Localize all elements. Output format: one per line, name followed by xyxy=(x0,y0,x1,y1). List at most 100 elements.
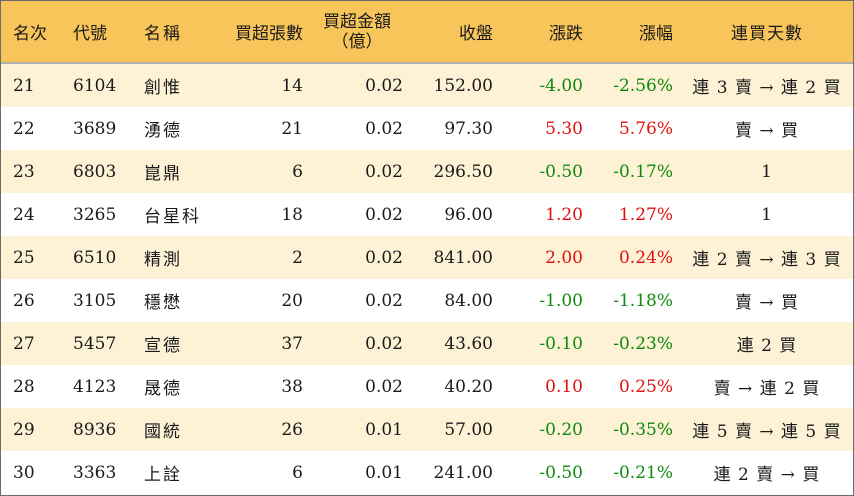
table-row[interactable]: 22 3689 湧德 21 0.02 97.30 5.30 5.76% 賣 → 買 xyxy=(1,107,853,150)
cell-streak: 賣 → 買 xyxy=(734,121,800,141)
cell-change: -0.20 xyxy=(539,419,583,440)
cell-close: 96.00 xyxy=(444,204,493,225)
cell-code: 5457 xyxy=(73,333,117,354)
cell-change-pct: -1.18% xyxy=(613,290,673,311)
table-row[interactable]: 28 4123 晟德 38 0.02 40.20 0.10 0.25% 賣 → 連 2 買 xyxy=(1,365,853,408)
cell-change-pct: -0.35% xyxy=(613,419,673,440)
cell-streak: 賣 → 買 xyxy=(734,293,800,313)
header-rank: 名次 xyxy=(13,24,47,44)
cell-code: 8936 xyxy=(73,419,117,440)
table-row[interactable]: 23 6803 崑鼎 6 0.02 296.50 -0.50 -0.17% 1 xyxy=(1,150,853,193)
cell-code: 3689 xyxy=(73,118,117,139)
cell-net-buy-amount: 0.02 xyxy=(365,376,403,397)
cell-net-buy-lots: 6 xyxy=(292,462,303,483)
header-code: 代號 xyxy=(73,24,107,44)
cell-change: -0.10 xyxy=(539,333,583,354)
cell-close: 57.00 xyxy=(444,419,493,440)
cell-streak: 1 xyxy=(761,204,773,225)
cell-net-buy-amount: 0.02 xyxy=(365,161,403,182)
cell-change: 2.00 xyxy=(545,247,583,268)
cell-rank: 25 xyxy=(13,247,35,268)
cell-name: 湧德 xyxy=(144,121,182,141)
cell-change-pct: -0.21% xyxy=(613,462,673,483)
cell-streak: 連 2 賣 → 買 xyxy=(713,465,821,485)
cell-change: 0.10 xyxy=(545,376,583,397)
cell-streak: 1 xyxy=(761,161,773,182)
cell-streak: 連 2 賣 → 連 3 買 xyxy=(692,250,842,270)
cell-net-buy-amount: 0.02 xyxy=(365,247,403,268)
cell-name: 崑鼎 xyxy=(144,164,182,184)
cell-rank: 22 xyxy=(13,118,35,139)
cell-close: 241.00 xyxy=(433,462,493,483)
cell-streak: 賣 → 連 2 買 xyxy=(713,379,821,399)
cell-code: 4123 xyxy=(73,376,117,397)
cell-code: 6803 xyxy=(73,161,117,182)
cell-close: 152.00 xyxy=(433,75,493,96)
cell-change-pct: -2.56% xyxy=(613,75,673,96)
header-net-buy-amount-unit: （億） xyxy=(331,31,383,52)
cell-rank: 28 xyxy=(13,376,35,397)
cell-change-pct: 0.24% xyxy=(618,247,673,268)
cell-net-buy-amount: 0.02 xyxy=(365,204,403,225)
cell-net-buy-amount: 0.01 xyxy=(365,462,403,483)
cell-name: 上詮 xyxy=(144,465,182,485)
cell-close: 40.20 xyxy=(444,376,493,397)
header-close: 收盤 xyxy=(459,24,493,44)
cell-name: 台星科 xyxy=(144,207,201,227)
cell-name: 國統 xyxy=(144,422,182,442)
cell-net-buy-amount: 0.02 xyxy=(365,290,403,311)
table-row[interactable]: 24 3265 台星科 18 0.02 96.00 1.20 1.27% 1 xyxy=(1,193,853,236)
cell-rank: 26 xyxy=(13,290,35,311)
cell-net-buy-lots: 18 xyxy=(281,204,303,225)
header-change: 漲跌 xyxy=(549,24,583,44)
cell-net-buy-lots: 26 xyxy=(281,419,303,440)
cell-name: 精測 xyxy=(144,250,182,270)
table-row[interactable]: 27 5457 宣德 37 0.02 43.60 -0.10 -0.23% 連 2 買 xyxy=(1,322,853,365)
cell-close: 296.50 xyxy=(433,161,493,182)
cell-rank: 30 xyxy=(13,462,35,483)
cell-net-buy-lots: 2 xyxy=(292,247,303,268)
cell-change: 1.20 xyxy=(545,204,583,225)
cell-close: 841.00 xyxy=(433,247,493,268)
cell-code: 3105 xyxy=(73,290,117,311)
header-net-buy-amount: 買超金額 （億） xyxy=(311,1,403,62)
table-row[interactable]: 21 6104 創惟 14 0.02 152.00 -4.00 -2.56% 連 3 賣 → 連… xyxy=(1,64,853,107)
cell-name: 創惟 xyxy=(144,78,182,98)
table-row[interactable]: 30 3363 上詮 6 0.01 241.00 -0.50 -0.21% 連 2 賣 → 買 xyxy=(1,451,853,494)
table-header: 名次 代號 名稱 買超張數 買超金額 （億） 收盤 漲跌 漲幅 連買天數 xyxy=(1,1,853,64)
table-row[interactable]: 29 8936 國統 26 0.01 57.00 -0.20 -0.35% 連 5 賣 → 連 … xyxy=(1,408,853,451)
cell-change-pct: -0.23% xyxy=(613,333,673,354)
header-change-pct: 漲幅 xyxy=(639,24,673,44)
cell-net-buy-amount: 0.01 xyxy=(365,419,403,440)
cell-change-pct: -0.17% xyxy=(613,161,673,182)
cell-change: -0.50 xyxy=(539,161,583,182)
cell-code: 3265 xyxy=(73,204,117,225)
cell-streak: 連 5 賣 → 連 5 買 xyxy=(692,422,842,442)
table-row[interactable]: 26 3105 穩懋 20 0.02 84.00 -1.00 -1.18% 賣 → 買 xyxy=(1,279,853,322)
cell-change-pct: 0.25% xyxy=(618,376,673,397)
cell-net-buy-amount: 0.02 xyxy=(365,75,403,96)
cell-net-buy-amount: 0.02 xyxy=(365,333,403,354)
cell-rank: 23 xyxy=(13,161,35,182)
table-row[interactable]: 25 6510 精測 2 0.02 841.00 2.00 0.24% 連 2 賣 → 連 3 … xyxy=(1,236,853,279)
header-net-buy-lots: 買超張數 xyxy=(235,24,303,44)
cell-name: 宣德 xyxy=(144,336,182,356)
cell-net-buy-amount: 0.02 xyxy=(365,118,403,139)
cell-net-buy-lots: 21 xyxy=(281,118,303,139)
cell-change: -0.50 xyxy=(539,462,583,483)
cell-code: 3363 xyxy=(73,462,117,483)
cell-close: 97.30 xyxy=(444,118,493,139)
cell-change: -1.00 xyxy=(539,290,583,311)
cell-change: -4.00 xyxy=(539,75,583,96)
cell-net-buy-lots: 6 xyxy=(292,161,303,182)
cell-net-buy-lots: 37 xyxy=(281,333,303,354)
cell-change-pct: 1.27% xyxy=(618,204,673,225)
cell-name: 穩懋 xyxy=(144,293,182,313)
cell-streak: 連 2 買 xyxy=(736,336,798,356)
header-streak: 連買天數 xyxy=(731,24,803,44)
cell-change-pct: 5.76% xyxy=(618,118,673,139)
cell-rank: 27 xyxy=(13,333,35,354)
cell-close: 43.60 xyxy=(444,333,493,354)
cell-change: 5.30 xyxy=(545,118,583,139)
